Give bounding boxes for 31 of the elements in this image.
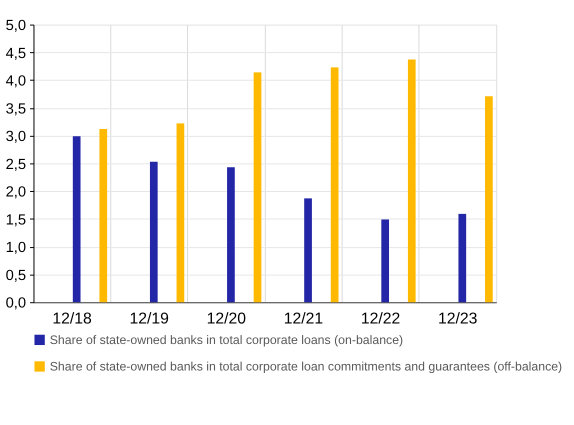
x-tick-label: 12/22 [360, 310, 400, 328]
bar [330, 67, 338, 302]
bar [458, 214, 466, 302]
y-tick-label: 4,5 [6, 46, 26, 62]
y-tick-label: 2,0 [6, 184, 26, 201]
x-tick-label: 12/20 [206, 310, 246, 328]
bar [150, 162, 158, 302]
bar [254, 72, 262, 302]
y-tick-label: 4,0 [6, 74, 26, 90]
legend-label: Share of state-owned banks in total corporate loans (on-balance) [50, 332, 404, 347]
bar [176, 123, 184, 302]
bar [99, 128, 108, 302]
x-tick-label: 12/23 [438, 310, 478, 328]
x-tick-label: 12/19 [129, 310, 170, 328]
x-tick-label: 12/21 [284, 310, 324, 328]
legend-label: Share of state-owned banks in total corporate loan commitments and guarantees (off-balance) [50, 359, 562, 374]
y-tick-label: 1,0 [6, 240, 26, 256]
y-tick-label: 3,5 [6, 101, 26, 118]
y-tick-label: 5,0 [6, 18, 26, 34]
y-tick-label: 0,0 [6, 296, 26, 312]
x-tick-label: 12/18 [52, 310, 92, 328]
y-tick-label: 0,5 [6, 268, 26, 284]
bar [408, 60, 416, 302]
bar [72, 136, 81, 302]
y-tick-label: 3,0 [6, 129, 26, 146]
bar [304, 198, 312, 302]
bar [381, 219, 390, 302]
bar [227, 167, 235, 302]
bar [485, 96, 493, 302]
y-tick-label: 1,5 [6, 212, 26, 228]
y-tick-label: 2,5 [6, 156, 26, 173]
